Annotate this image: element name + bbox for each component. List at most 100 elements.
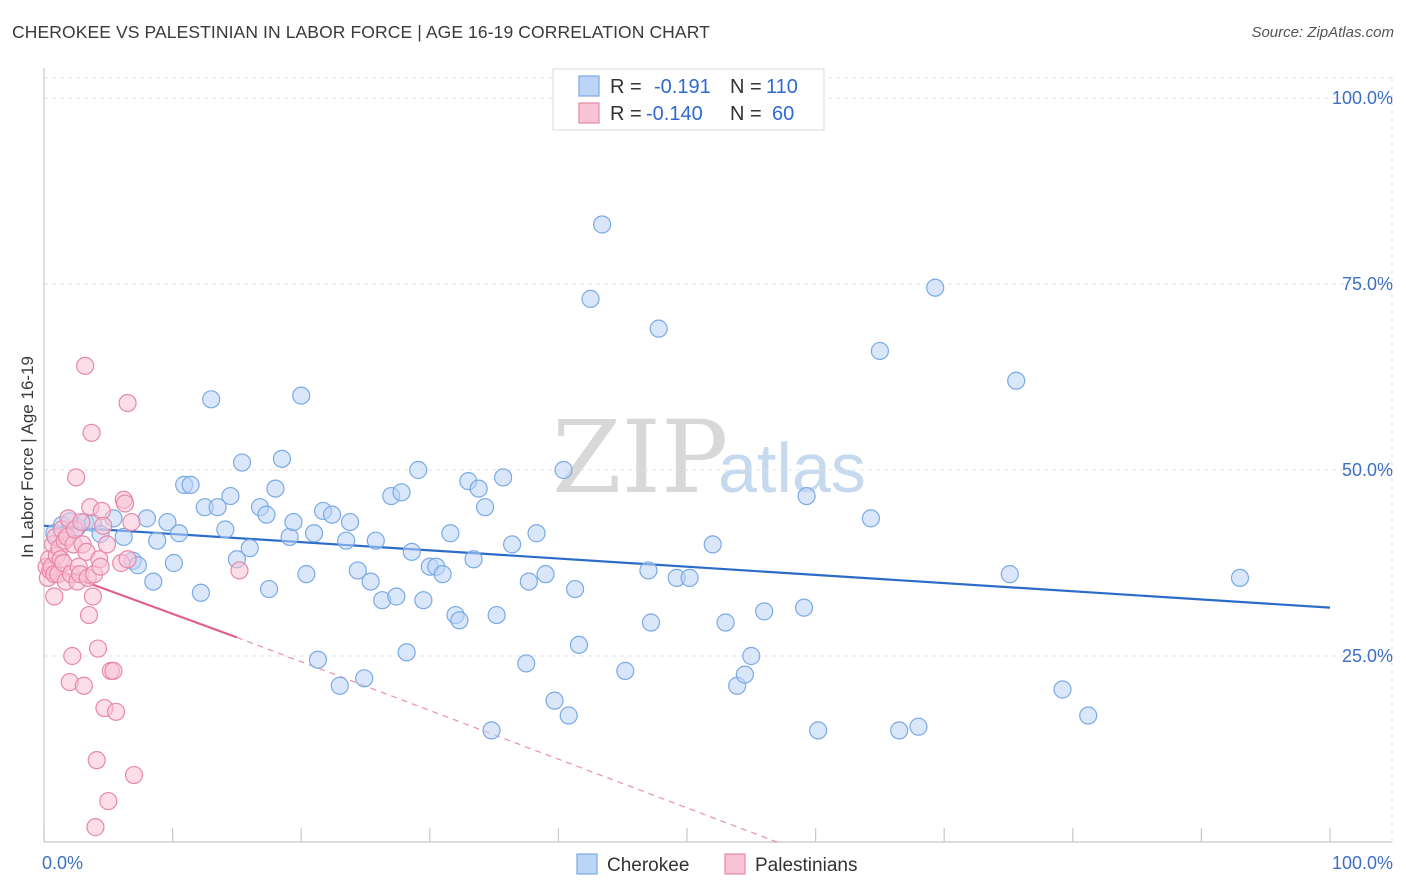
point-cherokee: [464, 550, 483, 569]
point-palestinians: [230, 561, 249, 580]
y-axis-label: In Labor Force | Age 16-19: [18, 356, 37, 558]
point-cherokee: [742, 646, 761, 666]
point-cherokee: [569, 635, 589, 654]
point-cherokee: [794, 598, 814, 617]
point-palestinians: [45, 587, 64, 606]
legend: R = -0.191 N = 110 R = -0.140 N = 60: [552, 68, 825, 131]
point-cherokee: [284, 512, 303, 532]
point-cherokee: [861, 509, 880, 528]
point-cherokee: [392, 483, 411, 502]
point-palestinians: [67, 468, 86, 487]
point-cherokee: [755, 602, 774, 621]
point-cherokee: [348, 561, 367, 580]
point-cherokee: [297, 565, 316, 584]
point-cherokee: [649, 319, 668, 338]
point-cherokee: [735, 665, 754, 684]
chart-title: CHEROKEE VS PALESTINIAN IN LABOR FORCE |…: [12, 22, 710, 42]
y-tick-label: 75.0%: [1342, 274, 1393, 294]
y-tick-label: 100.0%: [1332, 88, 1393, 108]
point-cherokee: [1007, 371, 1026, 390]
ticks: 25.0% 50.0% 75.0% 100.0% 0.0% 100.0%: [42, 88, 1393, 873]
point-cherokee: [164, 553, 183, 573]
point-cherokee: [494, 468, 513, 487]
watermark-atlas: atlas: [718, 429, 866, 507]
point-cherokee: [1079, 706, 1098, 725]
watermark-zip: ZIP: [552, 399, 728, 516]
point-cherokee: [1230, 568, 1250, 587]
point-cherokee: [909, 717, 928, 736]
point-palestinians: [63, 646, 82, 666]
point-cherokee: [266, 479, 285, 498]
point-palestinians: [79, 605, 99, 625]
point-palestinians: [118, 393, 137, 413]
point-cherokee: [581, 289, 600, 308]
legend-r-label: R =: [610, 76, 642, 98]
bottom-legend-swatch-palestinians: [724, 853, 746, 875]
point-cherokee: [137, 509, 156, 528]
axes: [43, 68, 1392, 843]
point-cherokee: [340, 512, 360, 532]
point-cherokee: [450, 611, 469, 630]
legend-n-palestinians: 60: [772, 103, 794, 125]
point-palestinians: [88, 639, 108, 658]
point-palestinians: [83, 587, 102, 606]
bottom-legend-cherokee: Cherokee: [607, 855, 689, 876]
point-palestinians: [124, 765, 144, 785]
point-cherokee: [202, 390, 221, 409]
point-cherokee: [559, 706, 578, 725]
point-cherokee: [890, 721, 909, 740]
point-cherokee: [330, 676, 349, 695]
point-cherokee: [441, 524, 460, 543]
point-cherokee: [1000, 565, 1019, 584]
point-cherokee: [414, 591, 433, 610]
point-cherokee: [397, 643, 416, 662]
point-cherokee: [716, 613, 735, 632]
point-cherokee: [1053, 680, 1072, 699]
trend-extension-palestinians: [236, 636, 778, 843]
trend-line-cherokee: [43, 524, 1331, 609]
bottom-legend: Cherokee Palestinians: [576, 853, 857, 876]
point-palestinians: [91, 557, 110, 576]
point-palestinians: [82, 423, 101, 442]
point-palestinians: [94, 516, 113, 535]
point-palestinians: [74, 676, 93, 695]
point-cherokee: [337, 531, 356, 550]
point-cherokee: [292, 386, 311, 405]
point-cherokee: [641, 613, 661, 632]
point-cherokee: [208, 498, 227, 517]
point-cherokee: [527, 524, 546, 543]
point-palestinians: [87, 751, 106, 770]
point-cherokee: [593, 215, 612, 234]
point-cherokee: [144, 572, 163, 591]
point-cherokee: [221, 486, 240, 506]
point-cherokee: [280, 527, 299, 547]
point-cherokee: [926, 278, 945, 297]
x-tick-label: 100.0%: [1332, 853, 1393, 873]
point-palestinians: [76, 356, 95, 375]
point-cherokee: [361, 572, 380, 591]
point-cherokee: [487, 605, 506, 625]
point-cherokee: [272, 449, 292, 468]
point-cherokee: [216, 520, 235, 539]
point-cherokee: [257, 505, 276, 524]
point-cherokee: [259, 579, 279, 599]
legend-n-cherokee: 110: [766, 76, 798, 98]
legend-n-label: N =: [730, 103, 762, 125]
point-cherokee: [322, 505, 342, 524]
point-palestinians: [122, 512, 141, 532]
point-cherokee: [433, 565, 452, 584]
y-tick-label: 50.0%: [1342, 460, 1393, 480]
point-cherokee: [809, 721, 828, 740]
point-cherokee: [797, 486, 816, 506]
point-cherokee: [304, 524, 324, 543]
point-cherokee: [566, 579, 585, 599]
point-cherokee: [482, 721, 501, 740]
y-tick-label: 25.0%: [1342, 646, 1393, 666]
point-cherokee: [545, 691, 564, 710]
legend-r-label: R =: [610, 103, 642, 125]
point-palestinians: [97, 535, 117, 554]
point-cherokee: [355, 669, 374, 688]
point-cherokee: [519, 572, 538, 591]
point-cherokee: [232, 453, 252, 472]
